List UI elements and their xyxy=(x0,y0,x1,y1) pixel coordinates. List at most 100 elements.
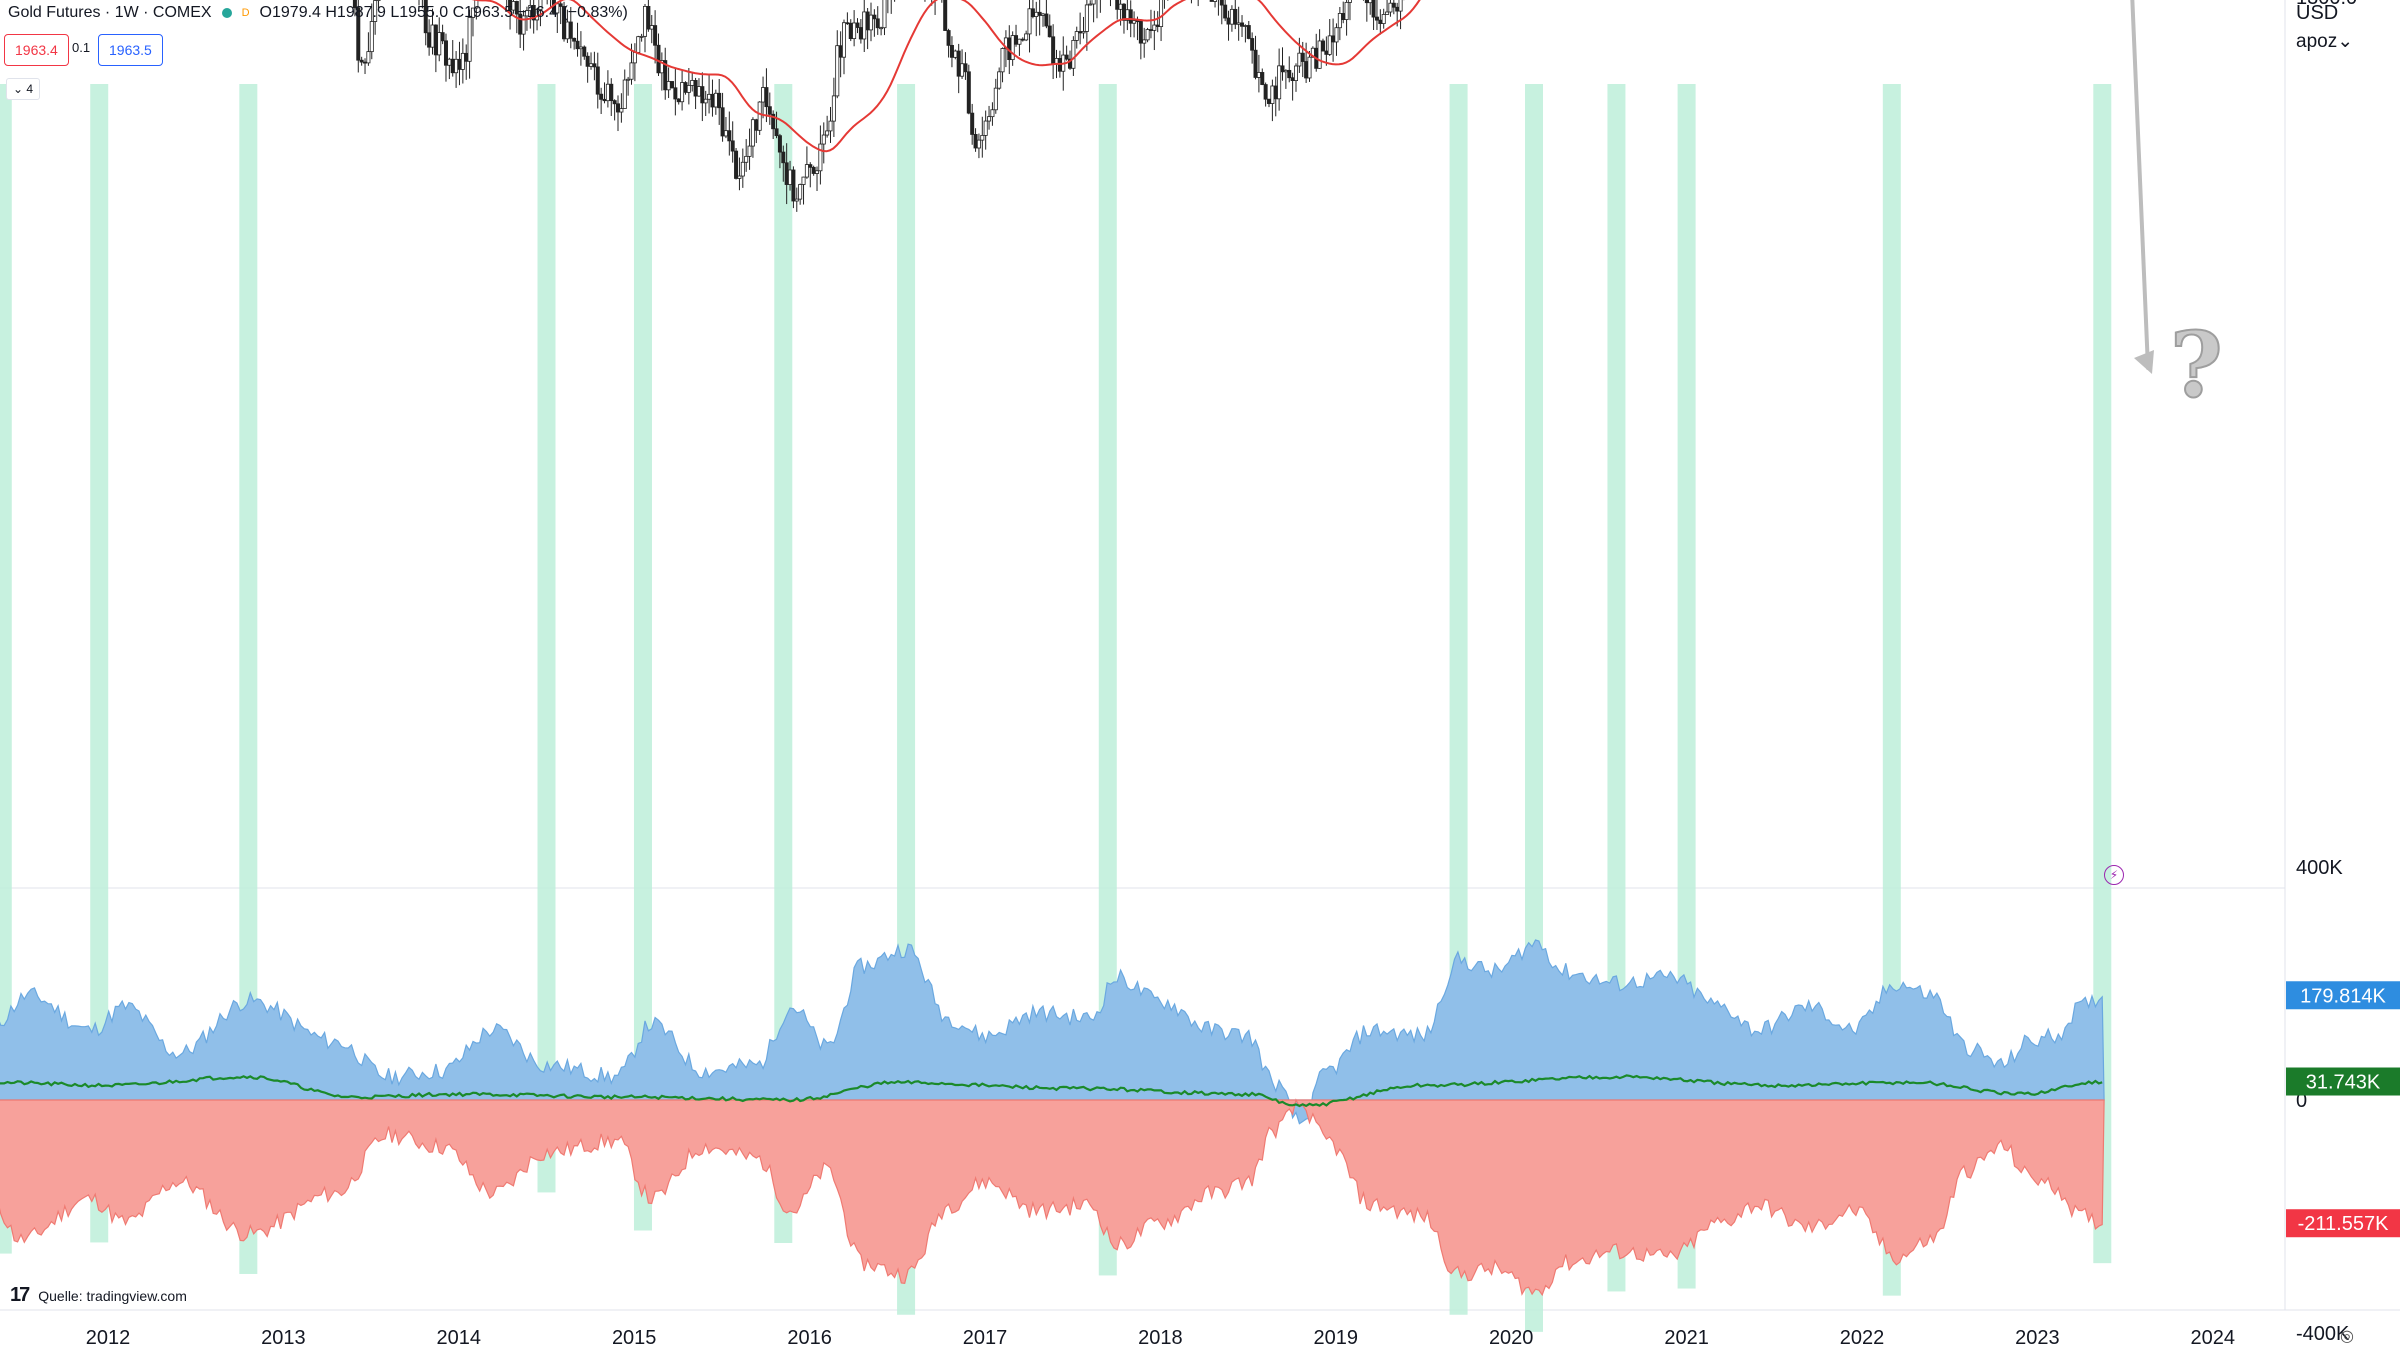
candle-body xyxy=(656,44,661,74)
candle-body xyxy=(865,11,870,31)
candle-body xyxy=(761,87,766,103)
candle-body xyxy=(835,45,840,97)
candle-body xyxy=(1364,0,1369,4)
candle-body xyxy=(514,1,519,15)
candle-body xyxy=(632,51,637,64)
candle-body xyxy=(1368,0,1373,4)
candle-body xyxy=(1344,1,1349,20)
candle-body xyxy=(612,100,617,105)
candle-body xyxy=(1145,29,1150,41)
candle-body xyxy=(1371,0,1376,18)
candle-body xyxy=(1253,49,1258,78)
candle-body xyxy=(680,82,685,103)
candle-body xyxy=(747,145,752,157)
candle-body xyxy=(1142,39,1147,44)
candle-body xyxy=(1213,0,1218,2)
small-traders-tag: 31.743K xyxy=(2306,1072,2381,1094)
candle-body xyxy=(568,21,573,39)
candle-body xyxy=(524,10,529,17)
candle-body xyxy=(1030,8,1035,17)
candle-body xyxy=(713,92,718,108)
candle-body xyxy=(754,119,759,131)
bid-button[interactable]: 1963.4 xyxy=(4,34,69,66)
candle-body xyxy=(1064,54,1069,60)
candle-body xyxy=(642,5,647,37)
candle-body xyxy=(828,120,833,132)
year-tick-label: 2014 xyxy=(437,1327,482,1349)
candle-body xyxy=(1240,22,1245,27)
candle-body xyxy=(673,87,678,100)
candle-body xyxy=(1324,50,1329,55)
candle-body xyxy=(1236,22,1241,25)
currency-selector[interactable]: USD xyxy=(2296,2,2339,24)
candle-body xyxy=(619,108,624,113)
year-tick-label: 2020 xyxy=(1489,1327,1534,1349)
symbol-title[interactable]: Gold Futures · 1W · COMEX xyxy=(8,4,212,21)
candle-body xyxy=(433,24,438,56)
candle-body xyxy=(1331,35,1336,43)
candle-body xyxy=(669,81,674,89)
candle-body xyxy=(963,63,968,73)
candle-body xyxy=(1054,58,1059,64)
lightning-icon[interactable]: ⚡ xyxy=(2104,865,2124,885)
candle-body xyxy=(508,0,513,11)
indicator-collapse-button[interactable]: ⌄ 4 xyxy=(6,78,41,100)
candle-body xyxy=(1010,35,1015,61)
candle-body xyxy=(1395,6,1400,12)
candle-body xyxy=(997,71,1002,89)
candle-body xyxy=(1152,24,1157,31)
year-tick-label: 2023 xyxy=(2015,1327,2060,1349)
candle-body xyxy=(1014,35,1019,45)
candle-body xyxy=(1334,27,1339,43)
candle-body xyxy=(572,37,577,42)
candle-body xyxy=(1273,85,1278,100)
candle-body xyxy=(1378,19,1383,24)
candle-body xyxy=(815,170,820,174)
candle-body xyxy=(1226,17,1231,25)
gear-icon[interactable]: ◎ xyxy=(2340,1328,2354,1345)
ask-button[interactable]: 1963.5 xyxy=(98,34,163,66)
candles xyxy=(352,0,1405,212)
candle-body xyxy=(764,87,769,108)
candle-body xyxy=(359,59,364,63)
candle-body xyxy=(1256,72,1261,78)
candle-body xyxy=(1115,0,1120,10)
highlight-band xyxy=(90,84,109,1243)
candle-body xyxy=(1034,11,1039,17)
candle-body xyxy=(798,184,803,200)
candle-body xyxy=(723,130,728,137)
chevron-down-icon: ⌄ xyxy=(2337,31,2354,52)
candle-body xyxy=(767,106,772,115)
candle-body xyxy=(838,45,843,58)
net-long-tag-bg xyxy=(2286,981,2400,1010)
candle-body xyxy=(1071,40,1076,69)
net-long-area xyxy=(0,939,2105,1125)
candle-body xyxy=(1287,69,1292,79)
year-tick-label: 2018 xyxy=(1138,1327,1183,1349)
candle-body xyxy=(730,140,735,152)
highlight-band xyxy=(2093,84,2112,1264)
candle-body xyxy=(1121,3,1126,21)
candle-body xyxy=(882,0,887,29)
candle-body xyxy=(1320,40,1325,52)
highlight-band xyxy=(537,84,556,1193)
source-credit[interactable]: 17 Quelle: tradingview.com xyxy=(10,1284,187,1307)
candle-body xyxy=(582,46,587,57)
candle-body xyxy=(427,32,432,48)
candle-body xyxy=(1243,25,1248,27)
candle-body xyxy=(666,81,671,91)
candle-body xyxy=(602,98,607,102)
candle-body xyxy=(777,135,782,153)
candle-body xyxy=(1267,98,1272,104)
candle-body xyxy=(781,151,786,164)
candle-body xyxy=(1081,31,1086,34)
ohlc-values: O1979.4 H1987.9 L1955.0 C1963.5 −16.4 (−… xyxy=(259,4,628,21)
highlight-band xyxy=(1098,84,1117,1276)
scale-mode-selector[interactable]: apoz⌄ xyxy=(2296,30,2353,53)
candle-body xyxy=(821,134,826,145)
candle-body xyxy=(993,87,998,111)
symbol-header[interactable]: Gold Futures · 1W · COMEX D O1979.4 H198… xyxy=(8,4,628,22)
candle-body xyxy=(363,61,368,64)
indicator-count: 4 xyxy=(26,82,34,96)
